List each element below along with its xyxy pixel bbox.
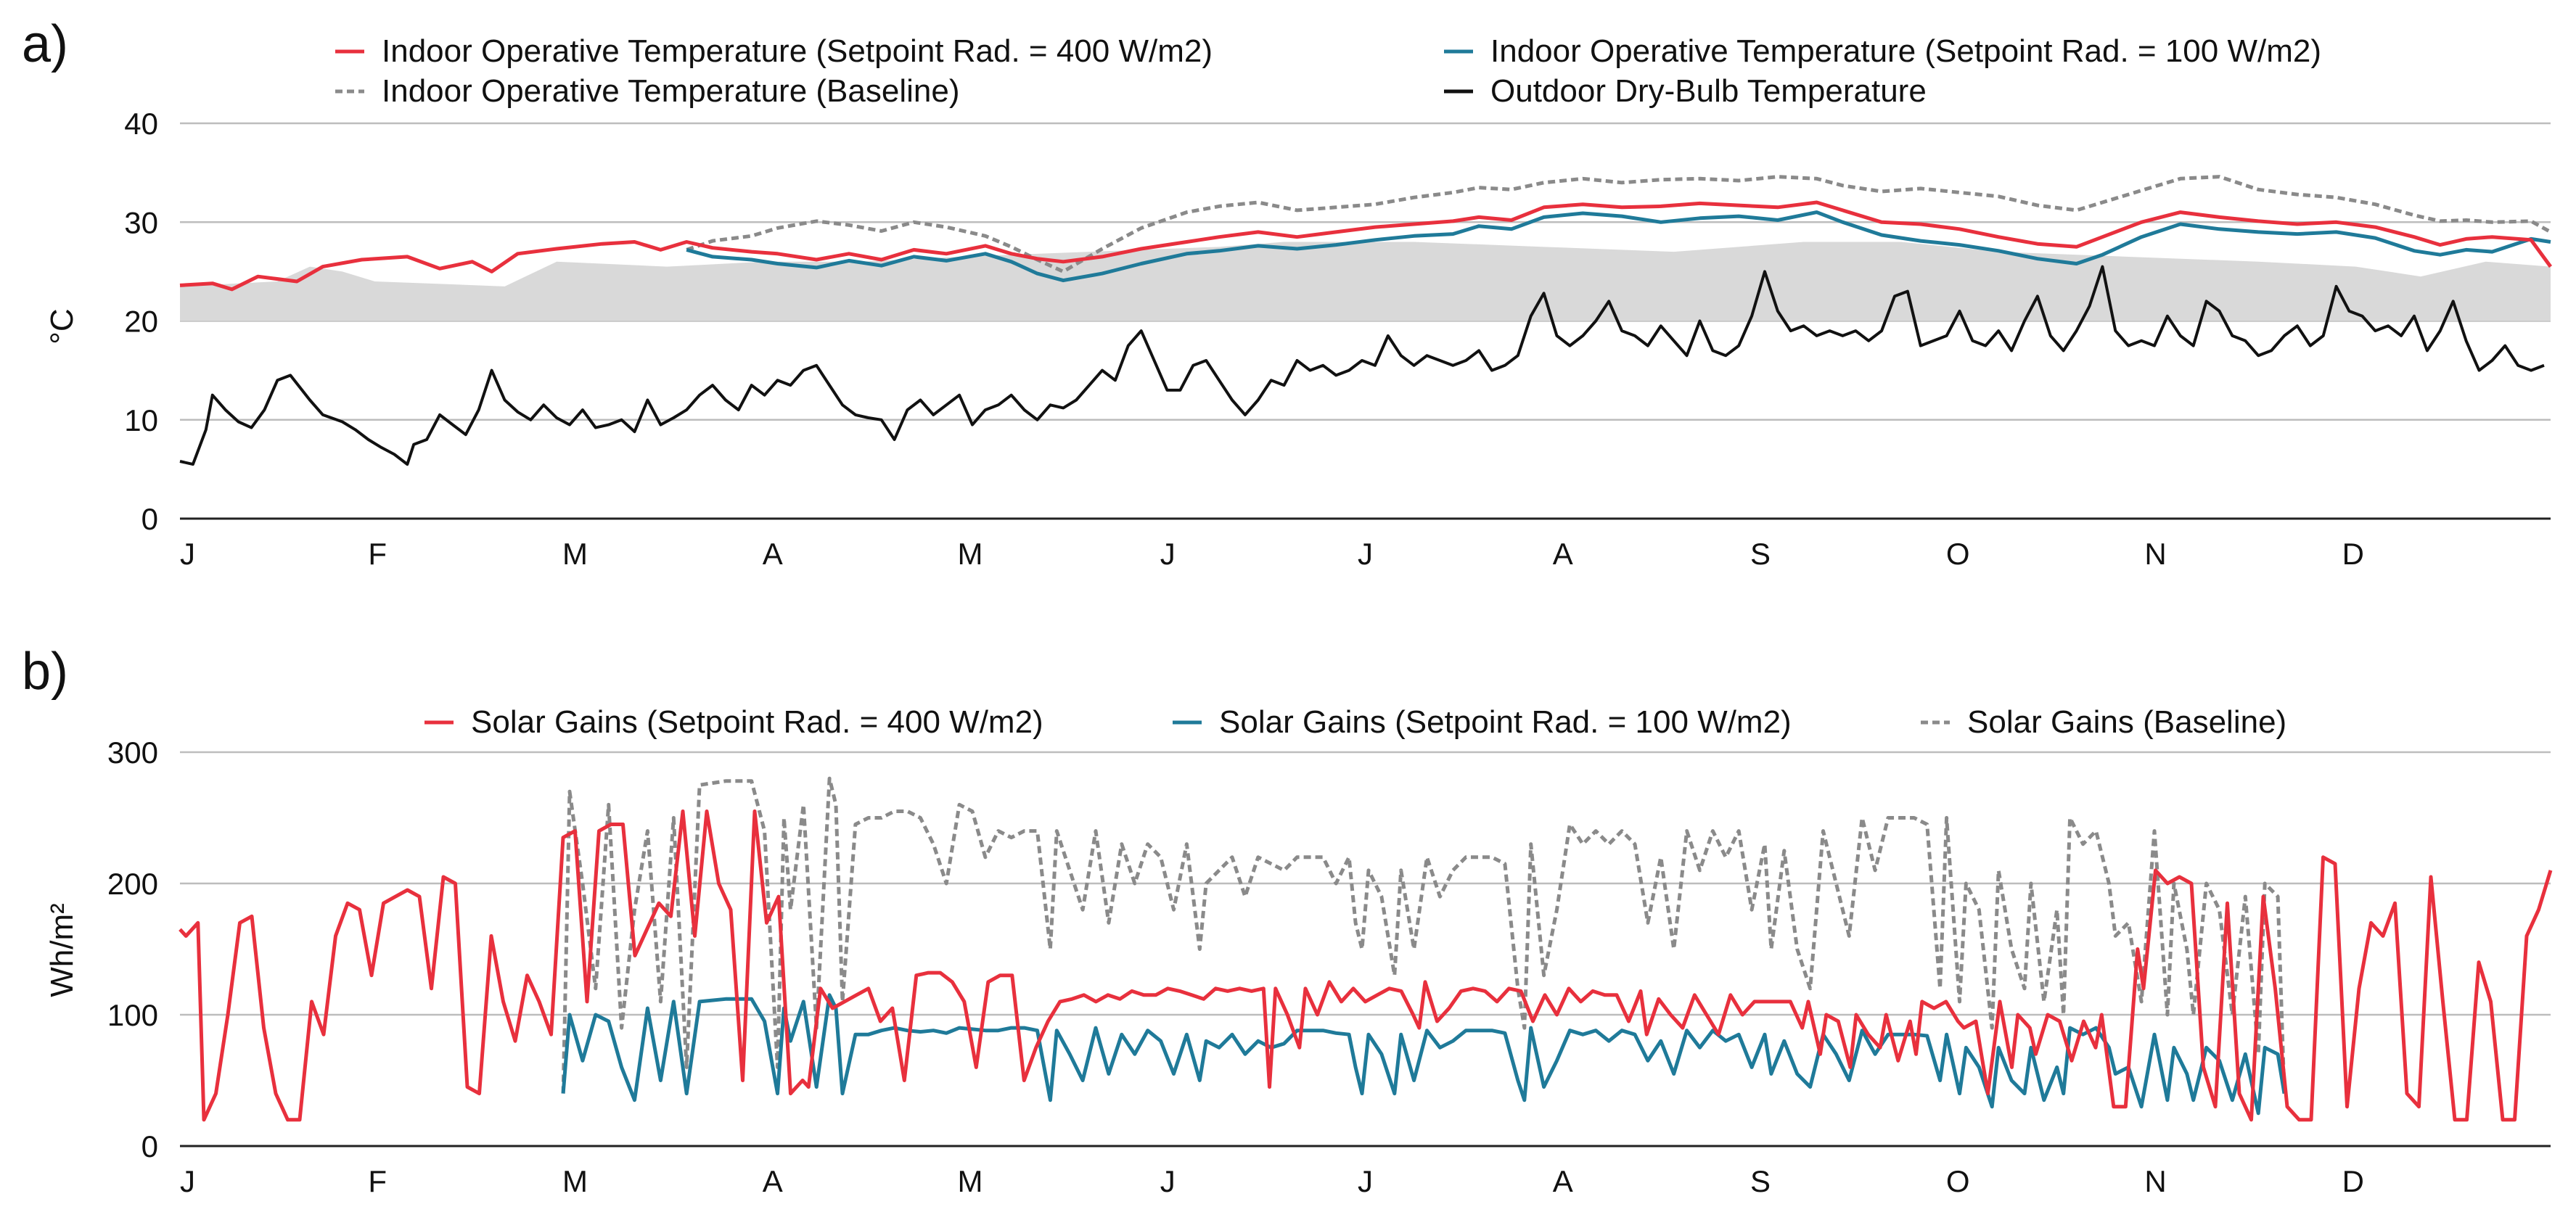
panel-b: b) Solar Gains (Setpoint Rad. = 400 W/m2… — [22, 643, 2553, 1198]
y-tick-label: 10 — [124, 403, 158, 437]
series-line-op100 — [686, 210, 2551, 283]
series-line-sg400 — [179, 809, 2553, 1122]
x-tick-label: A — [1553, 1164, 1573, 1198]
legend-label-base: Indoor Operative Temperature (Baseline) — [382, 73, 960, 109]
panel-b-grid: 0 100 200 300 — [107, 735, 2551, 1163]
panel-a-y-axis-title: °C — [44, 308, 80, 344]
comfort-band-area — [180, 242, 2551, 321]
y-tick-label: 40 — [124, 107, 158, 141]
y-tick-label: 20 — [124, 305, 158, 339]
x-tick-label: O — [1946, 537, 1970, 571]
x-tick-label: J — [180, 1164, 195, 1198]
x-tick-label: F — [368, 537, 387, 571]
x-tick-label: O — [1946, 1164, 1970, 1198]
panel-b-legend: Solar Gains (Setpoint Rad. = 400 W/m2) So… — [424, 704, 2286, 740]
x-tick-label: M — [562, 1164, 588, 1198]
y-tick-label: 100 — [107, 998, 158, 1032]
x-tick-label: A — [1553, 537, 1573, 571]
y-tick-label: 0 — [141, 1129, 158, 1163]
legend-label-op100: Indoor Operative Temperature (Setpoint R… — [1490, 33, 2321, 69]
x-tick-label: N — [2144, 1164, 2166, 1198]
x-tick-label: S — [1750, 1164, 1771, 1198]
panel-a-series — [179, 175, 2553, 466]
series-line-op400 — [179, 200, 2553, 292]
x-tick-label: A — [763, 537, 783, 571]
x-tick-label: M — [958, 537, 983, 571]
legend-label-sg400: Solar Gains (Setpoint Rad. = 400 W/m2) — [471, 704, 1043, 740]
y-tick-label: 300 — [107, 735, 158, 770]
x-tick-label: D — [2342, 1164, 2364, 1198]
x-tick-label: J — [1160, 537, 1176, 571]
x-tick-label: J — [180, 537, 195, 571]
x-tick-label: J — [1358, 1164, 1373, 1198]
legend-label-sgbase: Solar Gains (Baseline) — [1967, 704, 2286, 740]
x-tick-label: F — [368, 1164, 387, 1198]
y-tick-label: 200 — [107, 867, 158, 901]
x-tick-label: J — [1160, 1164, 1176, 1198]
panel-a-label: a) — [22, 15, 68, 73]
x-tick-label: M — [958, 1164, 983, 1198]
panel-b-label: b) — [22, 643, 68, 701]
panel-a-legend: Indoor Operative Temperature (Setpoint R… — [335, 33, 2321, 109]
x-tick-label: J — [1358, 537, 1373, 571]
x-tick-label: D — [2342, 537, 2364, 571]
y-tick-label: 0 — [141, 502, 158, 536]
series-line-sgbase — [561, 776, 2286, 1094]
panel-b-series — [179, 776, 2553, 1122]
x-tick-label: N — [2144, 537, 2166, 571]
legend-label-sg100: Solar Gains (Setpoint Rad. = 100 W/m2) — [1219, 704, 1792, 740]
panel-b-y-axis-title: Wh/m² — [44, 903, 80, 997]
x-tick-label: S — [1750, 537, 1771, 571]
panel-a-grid: 0 10 20 30 40 — [124, 107, 2551, 536]
x-tick-label: M — [562, 537, 588, 571]
panel-a: a) Indoor Operative Temperature (Setpoin… — [22, 15, 2553, 571]
legend-label-outdoor: Outdoor Dry-Bulb Temperature — [1490, 73, 1927, 109]
legend-label-op400: Indoor Operative Temperature (Setpoint R… — [382, 33, 1213, 69]
y-tick-label: 30 — [124, 205, 158, 239]
x-tick-label: A — [763, 1164, 783, 1198]
series-line-outdoor — [179, 265, 2545, 466]
series-line-sg100 — [561, 993, 2286, 1116]
comfort-band — [180, 242, 2551, 321]
